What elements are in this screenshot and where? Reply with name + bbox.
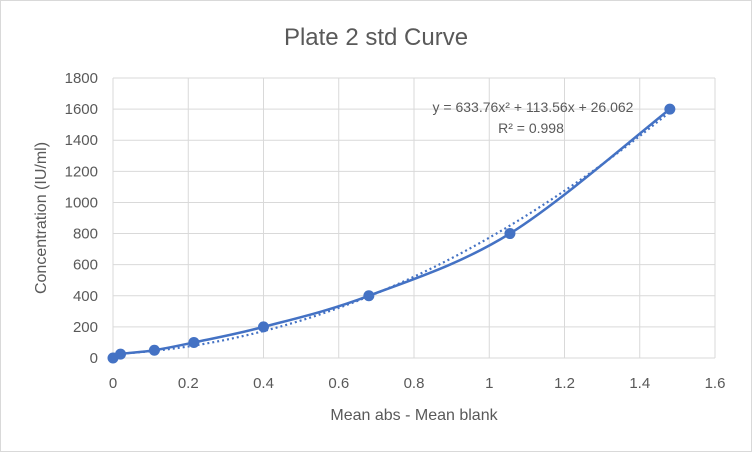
y-tick-label: 1000 xyxy=(65,194,98,211)
y-tick-label: 1400 xyxy=(65,132,98,149)
data-point xyxy=(148,344,160,356)
x-tick-label: 0.2 xyxy=(178,375,199,392)
x-tick-label: 1.6 xyxy=(705,375,726,392)
data-point xyxy=(258,321,269,333)
x-tick-label: 1 xyxy=(485,375,493,392)
trendline-r-squared: R² = 0.998 xyxy=(498,120,564,136)
x-tick-label: 1.4 xyxy=(629,375,650,392)
x-tick-label: 0.4 xyxy=(253,375,274,392)
y-tick-label: 1600 xyxy=(65,101,98,118)
data-point xyxy=(504,228,516,240)
x-tick-label: 0 xyxy=(109,375,117,392)
x-tick-label: 1.2 xyxy=(554,375,575,392)
polynomial-trendline xyxy=(112,111,671,356)
y-axis-label: Concentration (IU/ml) xyxy=(33,142,50,294)
y-tick-label: 200 xyxy=(73,319,98,336)
x-tick-label: 0.8 xyxy=(404,375,425,392)
chart-title: Plate 2 std Curve xyxy=(284,24,468,51)
data-points xyxy=(107,103,676,364)
y-tick-label: 1200 xyxy=(65,163,98,180)
data-point xyxy=(363,290,375,302)
data-point xyxy=(115,348,127,360)
x-tick-label: 0.6 xyxy=(328,375,349,392)
data-point xyxy=(188,336,200,348)
gridlines xyxy=(112,77,716,359)
x-axis-label: Mean abs - Mean blank xyxy=(330,407,498,424)
y-tick-label: 1800 xyxy=(65,70,98,87)
y-tick-label: 600 xyxy=(73,257,98,274)
x-tick-labels: 0 0.2 0.4 0.6 0.8 1 1.2 1.4 1.6 xyxy=(109,375,726,392)
y-tick-label: 800 xyxy=(73,226,98,243)
y-tick-label: 0 xyxy=(90,350,98,367)
data-point xyxy=(664,103,676,115)
y-tick-labels: 0 200 400 600 800 1000 1200 1400 1600 1800 xyxy=(65,70,98,367)
trendline-equation: y = 633.76x² + 113.56x + 26.062 xyxy=(433,99,634,115)
y-tick-label: 400 xyxy=(73,288,98,305)
smoothed-series-line xyxy=(112,108,671,360)
